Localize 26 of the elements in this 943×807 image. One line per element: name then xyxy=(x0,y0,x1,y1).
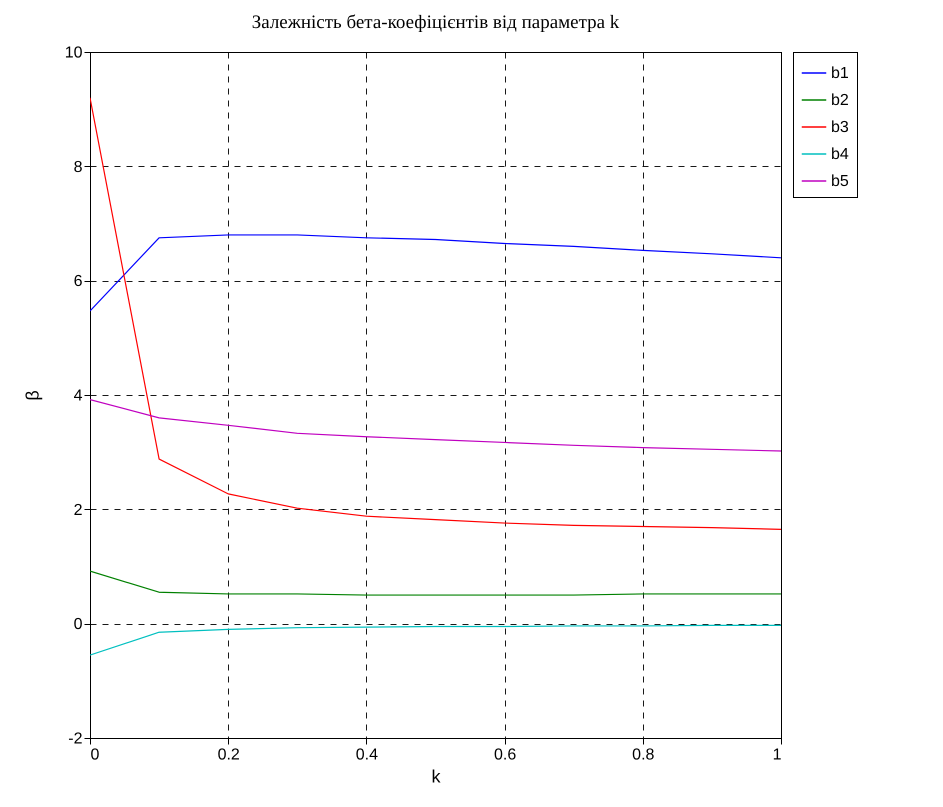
x-tick-label: 0.8 xyxy=(632,746,655,764)
line-series xyxy=(90,624,781,656)
line-series xyxy=(90,97,781,530)
y-tick-label: 6 xyxy=(74,273,83,290)
x-tick-label: 1 xyxy=(772,746,782,764)
legend-label: b1 xyxy=(831,65,849,82)
y-tick-label: 0 xyxy=(74,616,83,634)
legend-label: b2 xyxy=(831,92,849,109)
y-tick-label: 8 xyxy=(74,158,83,176)
x-axis-title: k xyxy=(432,766,442,786)
y-tick-label: 10 xyxy=(64,44,83,62)
y-tick-label: 2 xyxy=(74,502,83,519)
line-series xyxy=(90,570,781,596)
y-tick-label: 4 xyxy=(74,388,83,404)
y-axis-title: β xyxy=(22,390,43,401)
y-tick-label: -2 xyxy=(68,730,83,748)
x-tick-label: 0 xyxy=(90,746,100,764)
chart-title: Залежність бета-коефіцієнтів від параметра k xyxy=(252,12,620,33)
legend-label: b3 xyxy=(831,119,849,136)
line-series xyxy=(90,234,781,312)
legend-label: b4 xyxy=(831,146,849,163)
x-tick-label: 0.4 xyxy=(356,746,378,764)
line-series xyxy=(90,398,781,452)
x-tick-label: 0.2 xyxy=(218,746,240,764)
x-tick-label: 0.6 xyxy=(494,746,516,764)
legend-label: b5 xyxy=(831,173,849,190)
